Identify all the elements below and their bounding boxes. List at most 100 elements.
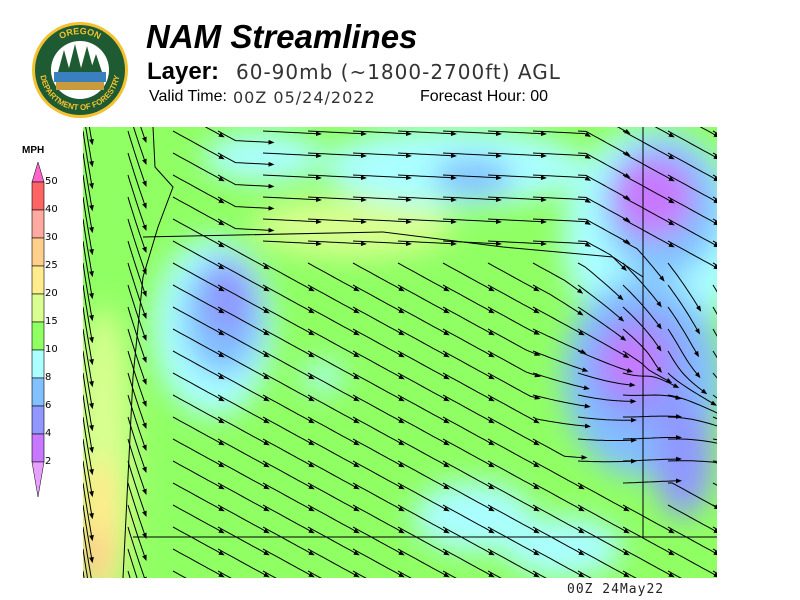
streamline [577,284,625,322]
streamline [397,504,450,534]
streamline [83,306,94,366]
streamline [397,306,450,336]
streamline [622,456,682,462]
legend-tick: 15 [45,316,58,327]
legend-swatch [31,237,45,267]
streamline [127,174,147,232]
legend-tick: 6 [45,400,52,411]
streamline [667,284,701,335]
streamline [397,174,457,181]
streamline [397,438,450,468]
streamline [262,504,315,534]
streamline [217,372,270,402]
streamline [307,130,367,137]
streamline [262,130,322,137]
streamline [307,570,322,578]
streamline [127,526,147,578]
streamline [204,127,225,138]
streamline [172,240,225,270]
streamline [127,372,147,430]
legend-tick: 8 [45,372,52,383]
streamline [442,306,495,336]
streamline [217,218,275,233]
streamline [532,482,585,512]
valid-time-label: Valid Time: [149,88,227,105]
streamline [487,460,540,490]
streamline [172,306,225,336]
streamline [532,372,590,390]
streamline [262,152,322,159]
streamline [667,548,717,578]
legend-unit: MPH [22,145,45,156]
streamline [622,372,680,389]
streamline [83,218,94,278]
streamline [217,460,270,490]
streamline [487,240,547,247]
streamline [487,394,540,424]
legend-swatch [31,405,45,435]
streamline [217,548,270,578]
streamline [622,435,682,440]
streamline [83,130,94,190]
streamline [172,460,225,490]
valid-time-value: 00Z 05/24/2022 [233,88,376,107]
page-title: NAM Streamlines [146,18,418,55]
streamline [532,570,547,578]
forecast-hour: Forecast Hour: 00 [420,88,549,105]
streamline [307,196,367,203]
streamline [217,240,270,270]
streamline [622,478,682,484]
streamline [487,262,540,292]
legend-tick: 20 [45,288,58,299]
streamline [623,414,682,419]
streamline [667,218,717,248]
streamline [172,438,225,468]
streamline [262,328,315,358]
streamline [83,240,94,300]
streamline [487,218,547,225]
streamline-map [83,127,717,578]
streamline [88,127,94,146]
streamline [172,372,225,402]
streamline [307,328,360,358]
legend-tick: 25 [45,260,58,271]
streamline [217,570,232,578]
streamline [133,127,147,166]
legend-swatch [31,321,45,351]
streamline [172,504,225,534]
streamline [577,372,636,388]
streamline [397,482,450,512]
streamline [172,328,225,358]
streamline [352,526,405,556]
streamline [577,570,592,578]
streamline [667,394,717,416]
streamline [577,394,637,404]
streamline [487,570,502,578]
streamline [532,548,585,578]
streamline [442,218,502,225]
streamline [532,306,585,336]
streamline [307,526,360,556]
streamline [442,284,495,314]
streamline [217,526,270,556]
streamline [172,416,225,446]
streamline [217,152,275,167]
streamline [622,174,675,204]
streamline [352,196,412,203]
streamline [442,526,495,556]
streamline [532,218,592,225]
streamline [397,526,450,556]
streamline [307,438,360,468]
streamline [667,174,717,204]
streamline [532,328,587,354]
streamline [352,504,405,534]
streamline [172,548,225,578]
streamline [352,262,405,292]
streamline [577,218,631,244]
streamline [83,394,94,454]
legend-tick: 40 [45,204,58,215]
streamline [217,306,270,336]
streamline [352,284,405,314]
streamline [397,130,457,137]
streamline [352,152,412,159]
